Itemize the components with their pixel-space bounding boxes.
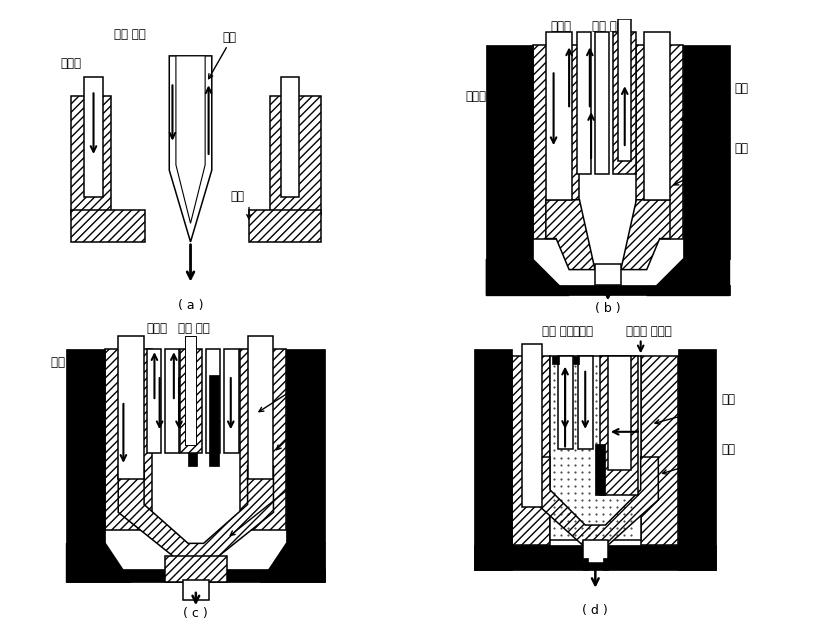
Bar: [486, 45, 533, 259]
Bar: [281, 77, 299, 197]
Bar: [240, 350, 286, 531]
Text: 작동 가스: 작동 가스: [178, 322, 210, 335]
Polygon shape: [169, 56, 212, 242]
Bar: [165, 350, 179, 453]
Text: 냉각수: 냉각수: [551, 20, 572, 33]
Text: 작동 가스: 작동 가스: [542, 325, 574, 338]
Bar: [557, 356, 573, 450]
Bar: [595, 264, 621, 285]
Text: 노즐: 노즐: [230, 190, 244, 203]
Text: 노즐: 노즐: [721, 443, 735, 456]
Bar: [147, 350, 161, 453]
Bar: [578, 356, 592, 450]
Bar: [84, 77, 103, 197]
Bar: [546, 32, 572, 200]
Polygon shape: [546, 200, 595, 269]
Bar: [224, 350, 238, 453]
Text: 냉각수: 냉각수: [466, 90, 486, 103]
Text: 노즐: 노즐: [734, 142, 749, 154]
Bar: [188, 375, 197, 466]
Bar: [183, 580, 209, 600]
Bar: [286, 350, 326, 544]
Bar: [641, 356, 678, 545]
Text: 냉각수: 냉각수: [60, 57, 82, 70]
Bar: [486, 285, 730, 295]
Bar: [66, 350, 105, 544]
Bar: [577, 32, 591, 174]
Polygon shape: [66, 544, 131, 582]
Text: 냉각수: 냉각수: [572, 325, 593, 338]
Bar: [249, 210, 321, 242]
Bar: [71, 210, 145, 242]
Text: 전극: 전극: [734, 82, 749, 95]
Bar: [66, 569, 326, 582]
Bar: [533, 45, 579, 239]
Polygon shape: [621, 200, 670, 269]
Bar: [185, 337, 197, 445]
Polygon shape: [532, 457, 659, 545]
Bar: [522, 343, 543, 508]
Text: 노즐: 노즐: [294, 420, 308, 434]
Bar: [105, 350, 152, 531]
Bar: [596, 444, 605, 495]
Text: 작동 가스: 작동 가스: [113, 28, 145, 41]
Bar: [636, 45, 683, 239]
Bar: [683, 45, 730, 259]
Bar: [247, 337, 273, 479]
Bar: [71, 96, 111, 215]
Bar: [209, 375, 220, 466]
Bar: [613, 32, 636, 174]
Bar: [550, 356, 641, 540]
Bar: [583, 540, 608, 563]
Text: ( d ): ( d ): [583, 604, 608, 617]
Text: 보조 가스: 보조 가스: [51, 356, 82, 369]
Text: 캐: 캐: [294, 472, 301, 485]
Bar: [118, 337, 144, 479]
Text: ( b ): ( b ): [595, 302, 621, 315]
Bar: [474, 545, 716, 570]
Text: 냉각수: 냉각수: [147, 322, 167, 335]
Bar: [474, 349, 512, 570]
Text: ( a ): ( a ): [178, 299, 203, 312]
Polygon shape: [176, 56, 205, 223]
Bar: [583, 558, 588, 570]
Bar: [180, 350, 202, 453]
Bar: [619, 19, 632, 161]
Polygon shape: [118, 466, 273, 564]
Text: 전극: 전극: [721, 392, 735, 406]
Polygon shape: [486, 259, 569, 295]
Bar: [601, 356, 638, 495]
Polygon shape: [260, 544, 326, 582]
Bar: [595, 32, 610, 174]
Bar: [644, 32, 670, 200]
Text: ( c ): ( c ): [184, 606, 208, 620]
Bar: [512, 356, 550, 545]
Text: 인젝션 냉각수: 인젝션 냉각수: [626, 325, 672, 338]
Text: 전극: 전극: [294, 376, 308, 389]
Bar: [603, 558, 608, 570]
Bar: [608, 356, 631, 470]
Bar: [678, 349, 716, 570]
Bar: [552, 356, 559, 364]
Text: 작동 가스: 작동 가스: [592, 20, 624, 33]
Text: 전극: 전극: [223, 30, 237, 44]
Bar: [165, 556, 227, 582]
Bar: [573, 356, 579, 364]
Polygon shape: [647, 259, 730, 295]
Bar: [270, 96, 321, 215]
Bar: [206, 350, 220, 453]
